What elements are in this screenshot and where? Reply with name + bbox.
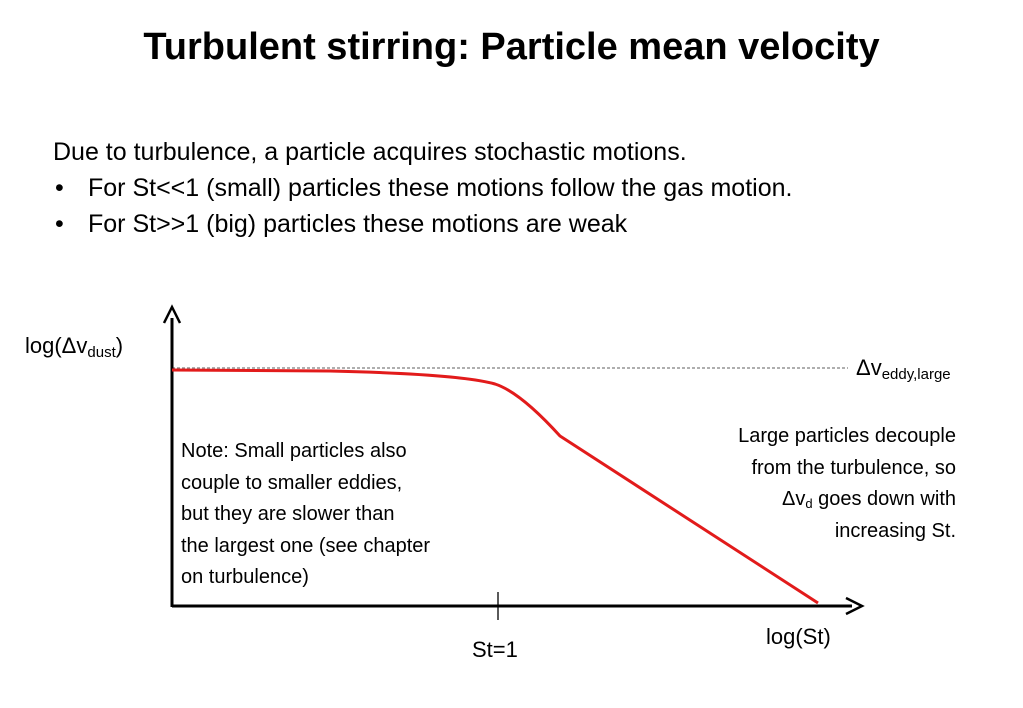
- bullet-icon: •: [55, 210, 64, 238]
- reference-line-label-subscript: eddy,large: [881, 366, 951, 383]
- x-axis-label: log(St): [766, 624, 831, 649]
- tick-label-st-1: St=1: [472, 637, 518, 662]
- bullet-item-small-particles: • For St<<1 (small) particles these moti…: [53, 170, 792, 206]
- y-axis-label-prefix: log(Δv: [25, 333, 88, 358]
- reference-line-label: Δveddy,large: [856, 355, 951, 383]
- bullet-icon: •: [55, 174, 64, 202]
- x-axis-arrow-icon: [845, 596, 865, 616]
- note-dv-rest: goes down with: [812, 488, 956, 510]
- note-line: but they are slower than: [181, 503, 395, 525]
- intro-text: Due to turbulence, a particle acquires s…: [53, 138, 687, 166]
- note-small-particles: Note: Small particles also couple to sma…: [181, 436, 430, 594]
- y-axis-arrow-icon: [162, 304, 182, 324]
- y-axis-label-subscript: dust: [87, 344, 116, 361]
- y-axis-label-suffix: ): [115, 333, 124, 358]
- note-line: the largest one (see chapter: [181, 534, 431, 557]
- slide-title: Turbulent stirring: Particle mean veloci…: [143, 26, 880, 68]
- reference-line-label-main: Δv: [856, 355, 882, 380]
- note-line: couple to smaller eddies,: [181, 471, 403, 494]
- note-large-particles: Large particles decouple from the turbul…: [738, 421, 956, 547]
- bullet-list: • For St<<1 (small) particles these moti…: [53, 170, 792, 242]
- note-dv-subscript: d: [805, 496, 813, 511]
- note-line: increasing St.: [834, 519, 956, 542]
- bullet-text: For St>>1 (big) particles these motions …: [88, 210, 628, 238]
- note-line: on turbulence): [181, 566, 309, 588]
- note-line: from the turbulence, so: [751, 456, 956, 479]
- velocity-curve: [171, 368, 819, 605]
- note-line: Δvd goes down with: [738, 484, 956, 516]
- bullet-text: For St<<1 (small) particles these motion…: [88, 174, 793, 202]
- bullet-item-big-particles: • For St>>1 (big) particles these motion…: [53, 206, 792, 242]
- note-line: Large particles decouple: [738, 425, 956, 447]
- note-line: Note: Small particles also: [181, 440, 407, 462]
- note-dv-main: Δv: [781, 488, 806, 510]
- y-axis-label: log(Δvdust): [25, 333, 124, 361]
